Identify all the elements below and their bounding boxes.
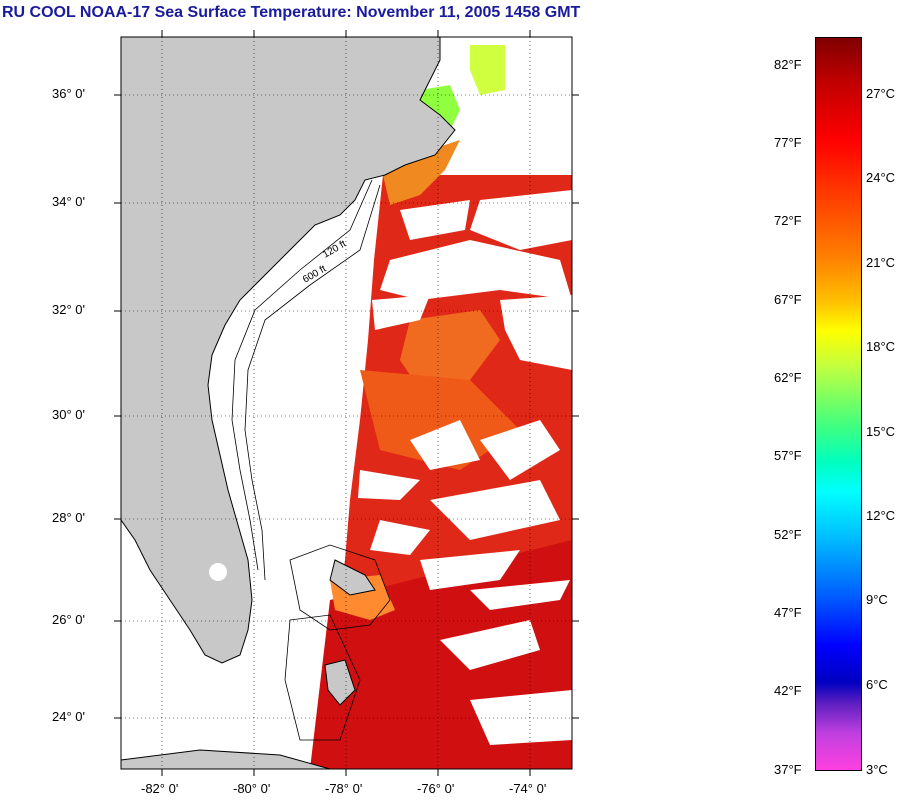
land-bahamas-1 <box>329 559 376 596</box>
lon-label-80: -80° 0' <box>233 781 271 796</box>
isobath-bahamas <box>284 544 391 741</box>
cb-c-21: 21°C <box>866 255 896 270</box>
lat-label-36: 36° 0' <box>52 86 85 101</box>
lat-label-32: 32° 0' <box>52 302 85 317</box>
cb-c-18: 18°C <box>866 339 896 354</box>
lat-label-34: 34° 0' <box>52 194 85 209</box>
cb-c-24: 24°C <box>866 170 896 185</box>
cb-f-62: 62°F <box>774 370 802 385</box>
sst-orange-patch <box>400 310 500 390</box>
lake-okeechobee <box>209 563 227 581</box>
map-title: RU COOL NOAA-17 Sea Surface Temperature:… <box>2 4 581 21</box>
cloud-cover <box>358 190 572 745</box>
cb-f-42: 42°F <box>774 683 802 698</box>
cb-f-47: 47°F <box>774 605 802 620</box>
lat-label-28: 28° 0' <box>52 510 85 525</box>
land-bahamas-2 <box>324 659 356 706</box>
sst-sound-yellow <box>470 45 505 95</box>
lon-label-74: -74° 0' <box>509 781 547 796</box>
cb-c-3: 3°C <box>866 762 888 777</box>
lon-ticks <box>161 30 531 776</box>
cb-f-37: 37°F <box>774 762 802 777</box>
lon-label-76: -76° 0' <box>417 781 455 796</box>
lon-label-78: -78° 0' <box>325 781 363 796</box>
cb-f-67: 67°F <box>774 292 802 307</box>
land-us-southeast <box>121 37 456 664</box>
cb-c-9: 9°C <box>866 592 888 607</box>
cb-f-72: 72°F <box>774 213 802 228</box>
sst-near-coast-orange <box>383 140 460 205</box>
lon-label-82: -82° 0' <box>141 781 179 796</box>
cb-f-52: 52°F <box>774 527 802 542</box>
lat-label-30: 30° 0' <box>52 407 85 422</box>
lat-ticks <box>114 94 579 719</box>
land-cuba <box>121 749 331 769</box>
cb-c-15: 15°C <box>866 424 896 439</box>
isobath-120ft <box>231 179 373 571</box>
isobath-600ft <box>244 184 381 581</box>
lat-label-26: 26° 0' <box>52 612 85 627</box>
lat-label-24: 24° 0' <box>52 709 85 724</box>
cb-f-82: 82°F <box>774 57 802 72</box>
cb-f-77: 77°F <box>774 135 802 150</box>
cb-c-27: 27°C <box>866 86 896 101</box>
cb-c-12: 12°C <box>866 508 896 523</box>
sst-orange-patch-2 <box>360 370 520 470</box>
cb-c-6: 6°C <box>866 677 888 692</box>
temperature-colorbar <box>815 37 862 771</box>
cb-f-57: 57°F <box>774 448 802 463</box>
